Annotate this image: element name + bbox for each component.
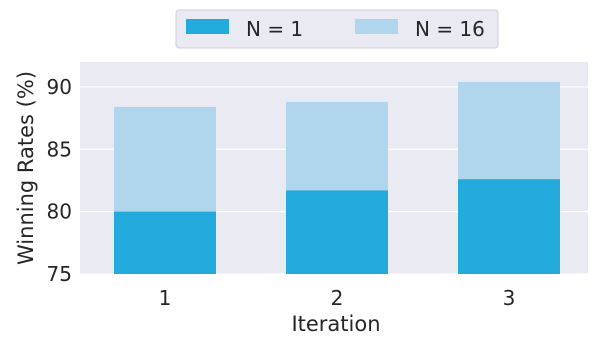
x-tick-label-1: 1 — [159, 286, 172, 310]
bar-n1-2 — [286, 190, 388, 274]
legend: N = 1 N = 16 — [175, 9, 499, 49]
y-axis-label: Winning Rates (%) — [14, 71, 38, 265]
legend-swatch-n16 — [355, 19, 398, 34]
x-tick-label-3: 3 — [503, 286, 516, 310]
legend-label-n1: N = 1 — [246, 17, 303, 41]
y-tick-labels: 75 80 85 90 — [47, 75, 72, 286]
bar-n1-3 — [458, 179, 560, 274]
x-tick-label-2: 2 — [331, 286, 344, 310]
legend-label-n16: N = 16 — [415, 17, 485, 41]
bars — [114, 81, 560, 274]
x-axis-label: Iteration — [291, 312, 380, 333]
bar-n1-1 — [114, 211, 216, 274]
y-tick-label-75: 75 — [47, 262, 72, 286]
x-tick-labels: 1 2 3 — [159, 286, 516, 310]
legend-swatch-n1 — [186, 19, 229, 34]
legend-box — [175, 9, 499, 49]
y-tick-label-80: 80 — [47, 200, 72, 224]
y-tick-label-85: 85 — [47, 137, 72, 161]
y-tick-label-90: 90 — [47, 75, 72, 99]
